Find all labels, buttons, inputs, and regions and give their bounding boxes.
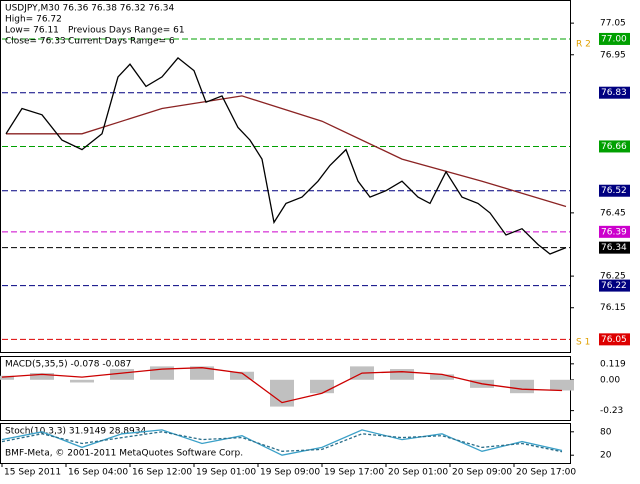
level-box — [599, 333, 630, 346]
level-box — [599, 184, 630, 197]
y-tick-label: -0.23 — [600, 406, 623, 416]
y-tick-label: 80 — [600, 427, 612, 437]
macd-bar — [30, 373, 54, 380]
pivot-label: R 2 — [576, 40, 591, 50]
moving-average — [6, 95, 567, 208]
macd-bar — [110, 369, 134, 380]
level-box — [599, 32, 630, 45]
x-tick-label: 16 Sep 04:00 — [68, 468, 128, 478]
level-label: 76.52 — [601, 186, 627, 196]
macd-bar — [0, 375, 14, 380]
level-label: 76.39 — [601, 227, 627, 237]
panel-title: MACD(5,35,5) -0.078 -0.087 — [5, 360, 131, 370]
price-line — [5, 56, 567, 255]
level-label: 76.05 — [601, 335, 627, 345]
macd-signal — [1, 367, 563, 404]
macd-bar — [510, 379, 534, 394]
y-tick-label: 76.25 — [600, 272, 626, 282]
pivot-label: S 1 — [576, 338, 590, 348]
macd-bar — [390, 369, 414, 380]
y-tick-label: 76.45 — [600, 208, 626, 218]
header-info: Current Days Range= 6 — [68, 37, 175, 47]
x-tick-label: 20 Sep 17:00 — [516, 468, 576, 478]
header-info: Close= 76.33 — [5, 37, 66, 47]
x-tick-label: 19 Sep 01:00 — [196, 468, 256, 478]
y-tick-label: 76.15 — [600, 303, 626, 313]
level-label: 76.66 — [601, 142, 627, 152]
level-box — [599, 86, 630, 99]
main-panel — [0, 0, 571, 353]
panel-title: USDJPY,M30 76.36 76.38 76.32 76.34 — [5, 4, 174, 14]
footer: BMF-Meta, © 2001-2011 MetaQuotes Softwar… — [5, 449, 243, 459]
macd-bar — [310, 379, 334, 394]
panel-title: Stoch(10,3,3) 31.9149 28.8934 — [5, 427, 146, 437]
level-box — [599, 225, 630, 238]
y-tick-label: 76.95 — [600, 50, 626, 60]
y-tick-label: 20 — [600, 451, 612, 461]
y-tick-label: 77.05 — [600, 19, 626, 29]
stoch-panel — [0, 423, 571, 464]
macd-bar — [230, 371, 254, 380]
x-tick-label: 16 Sep 12:00 — [132, 468, 192, 478]
macd-bar — [430, 374, 454, 380]
stoch-signal — [1, 431, 563, 453]
level-box — [599, 279, 630, 292]
x-tick-label: 19 Sep 17:00 — [324, 468, 384, 478]
macd-bar — [190, 366, 214, 380]
level-box — [599, 241, 630, 254]
level-label: 76.34 — [601, 243, 627, 253]
level-label: 76.22 — [601, 281, 627, 291]
y-tick-label: 0.00 — [600, 375, 620, 385]
macd-bar — [70, 379, 94, 383]
level-label: 76.83 — [601, 88, 627, 98]
x-tick-label: 20 Sep 09:00 — [452, 468, 512, 478]
header-info: High= 76.72 — [5, 15, 62, 25]
level-label: 77.00 — [601, 34, 627, 44]
header-info: Low= 76.11 — [5, 26, 59, 36]
y-tick-label: 0.119 — [600, 359, 626, 369]
stoch-main — [1, 429, 563, 456]
x-tick-label: 20 Sep 01:00 — [388, 468, 448, 478]
x-tick-label: 15 Sep 2011 — [4, 468, 61, 478]
level-box — [599, 140, 630, 153]
macd-bar — [550, 379, 574, 391]
x-tick-label: 19 Sep 09:00 — [260, 468, 320, 478]
header-info: Previous Days Range= 61 — [68, 26, 185, 36]
